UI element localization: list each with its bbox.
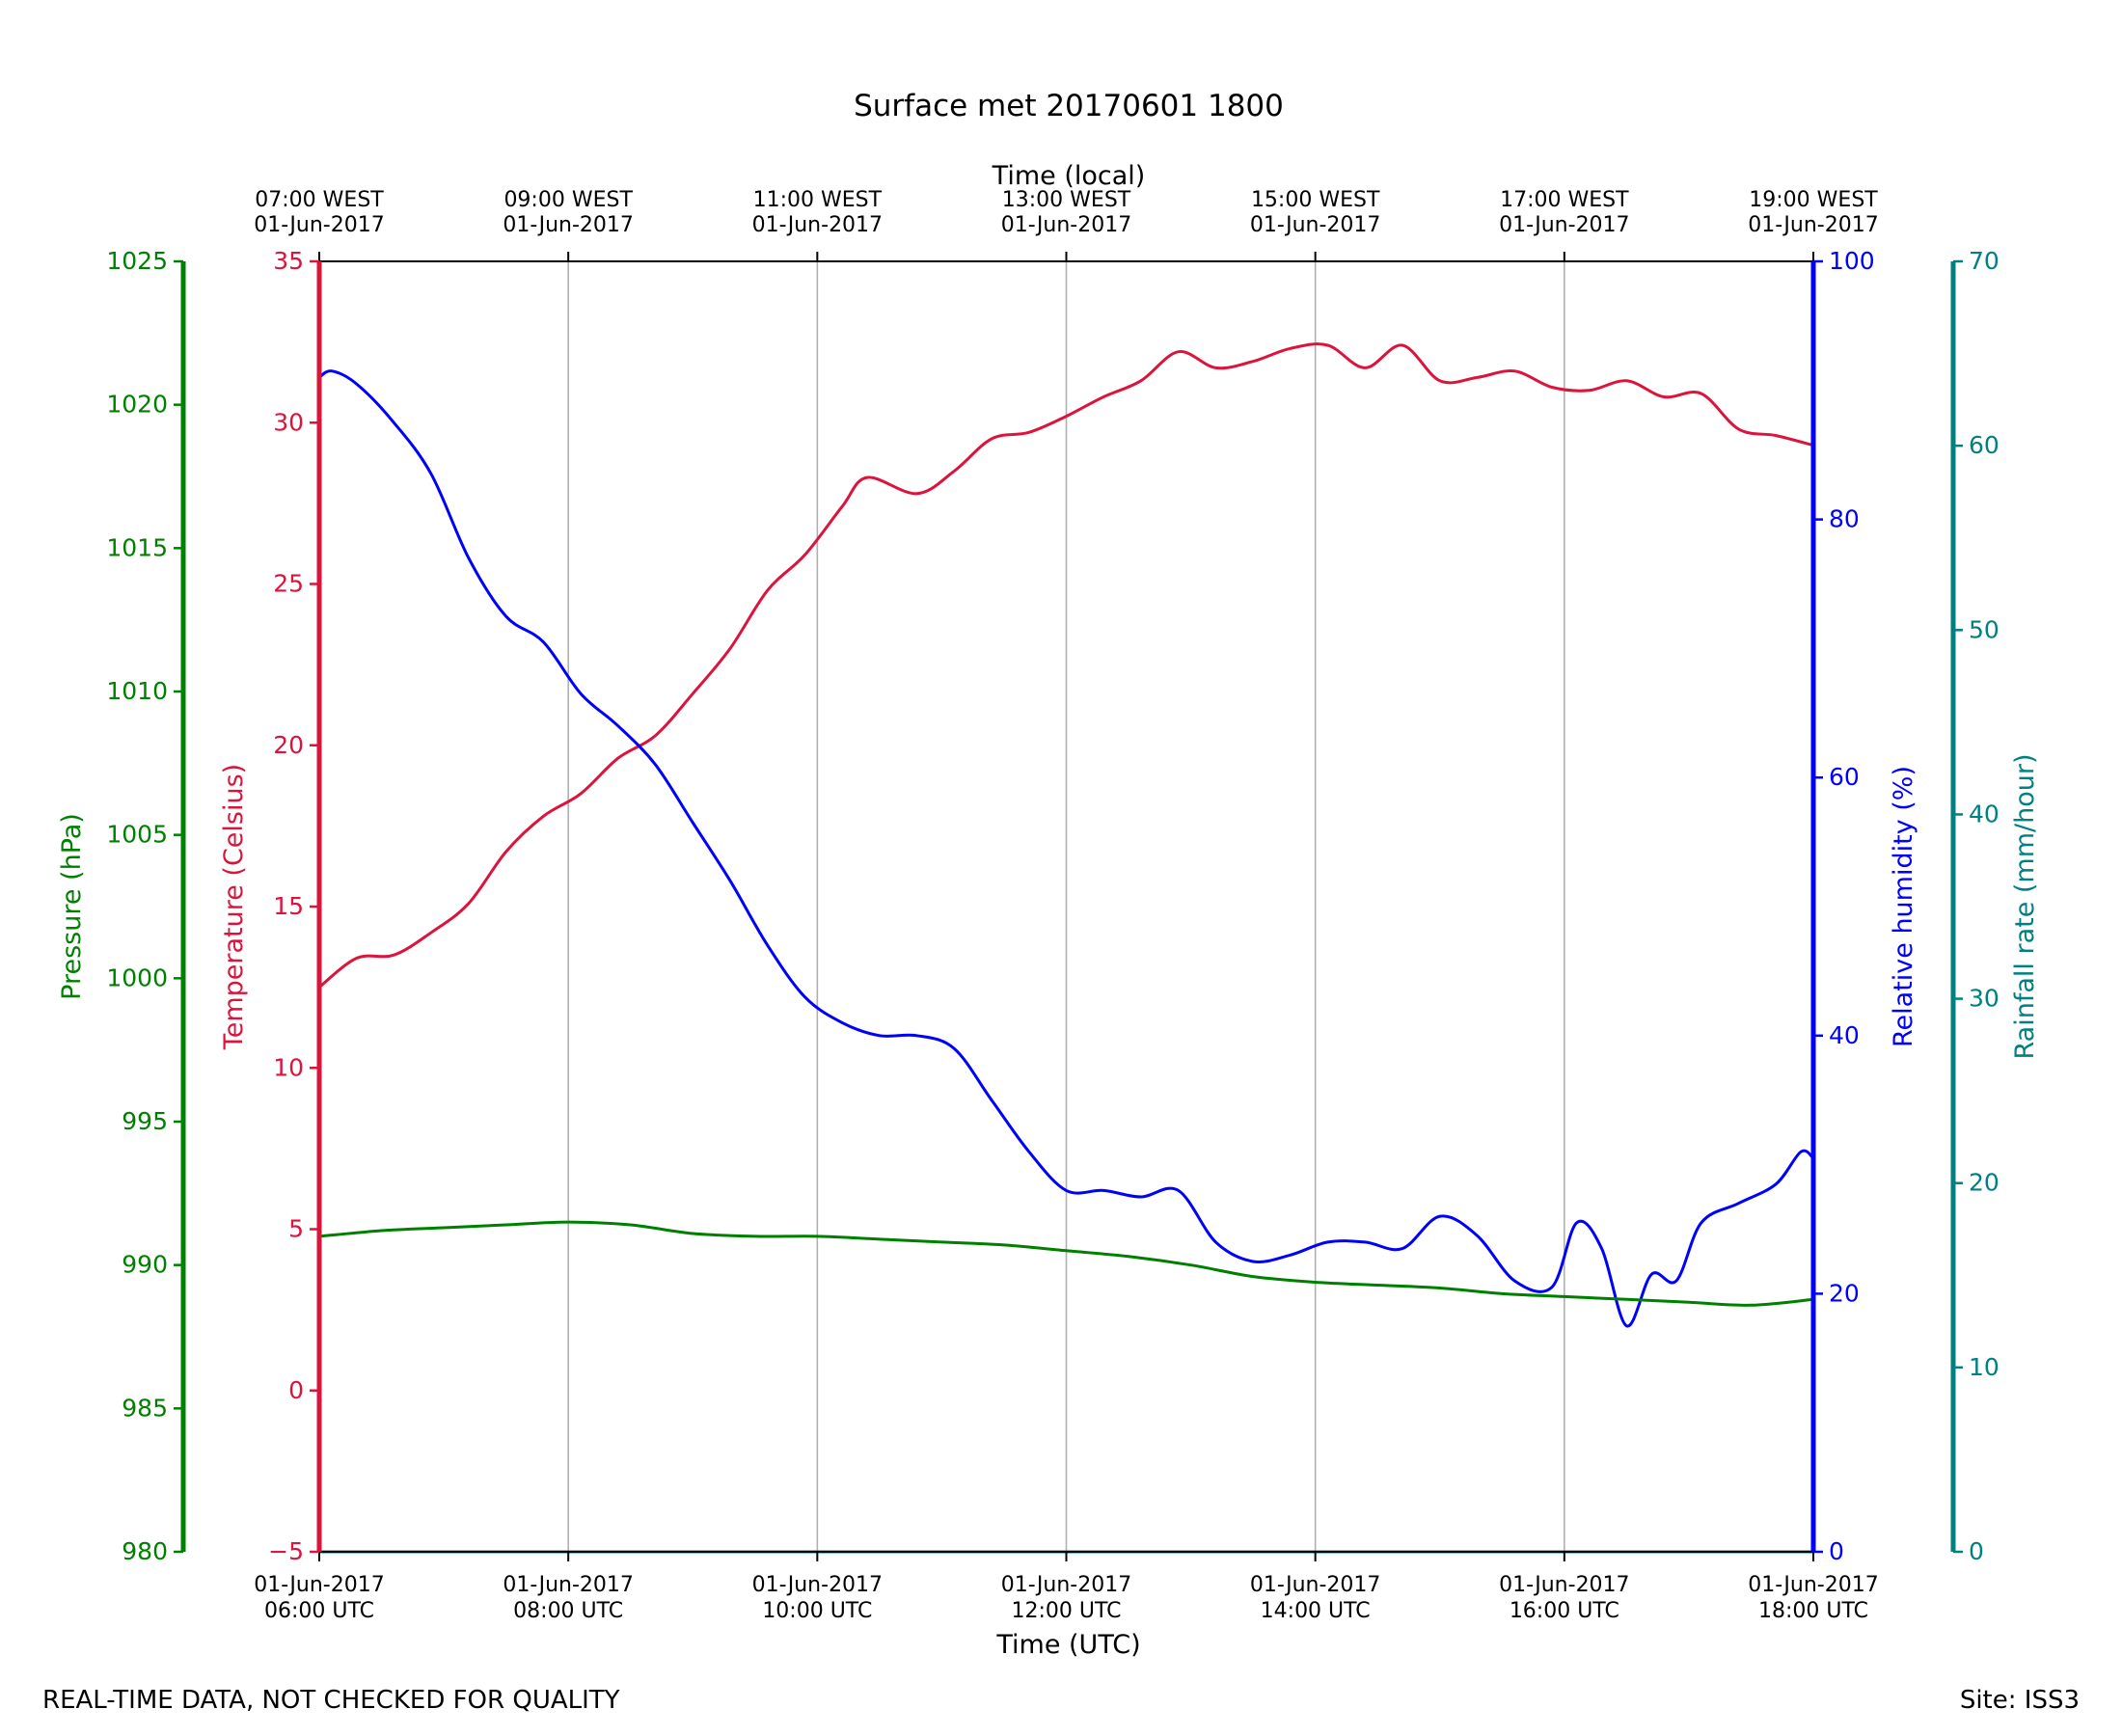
- x2-tick-label: 13:00 WEST: [1002, 188, 1131, 212]
- x2-tick-label: 07:00 WEST: [255, 188, 384, 212]
- pressure-axis-tick-label: 1015: [106, 533, 168, 561]
- rainfall-axis-tick-label: 70: [1969, 247, 2000, 275]
- x2-tick-label: 01-Jun-2017: [1748, 213, 1878, 237]
- x2-tick-label: 15:00 WEST: [1251, 188, 1380, 212]
- temperature-axis-tick-label: 30: [273, 408, 304, 436]
- humidity-axis-tick-label: 60: [1829, 763, 1860, 791]
- x2-tick-label: 01-Jun-2017: [1499, 213, 1629, 237]
- quality-disclaimer: REAL-TIME DATA, NOT CHECKED FOR QUALITY: [42, 1686, 620, 1715]
- x2-tick-label: 01-Jun-2017: [1250, 213, 1380, 237]
- temperature-line: [318, 342, 1814, 989]
- rainfall-axis-tick-label: 60: [1969, 431, 2000, 459]
- pressure-axis-tick-label: 1000: [106, 963, 168, 991]
- x-tick-label: 12:00 UTC: [1011, 1599, 1121, 1623]
- x2-tick-label: 01-Jun-2017: [503, 213, 633, 237]
- temperature-axis-tick-label: 25: [273, 570, 304, 598]
- x2-tick-label: 01-Jun-2017: [1001, 213, 1131, 237]
- pressure-axis-tick-label: 990: [122, 1251, 168, 1279]
- temperature-axis-tick-label: 0: [288, 1376, 304, 1404]
- x2-tick-label: 17:00 WEST: [1500, 188, 1629, 212]
- rainfall-axis-tick-label: 30: [1969, 985, 2000, 1013]
- humidity-axis-tick-label: 100: [1829, 247, 1875, 275]
- x-tick-label: 01-Jun-2017: [1001, 1573, 1131, 1597]
- humidity-axis-tick-label: 40: [1829, 1021, 1860, 1049]
- x-tick-label: 16:00 UTC: [1510, 1599, 1619, 1623]
- pressure-axis-tick-label: 1025: [106, 247, 168, 275]
- x2-tick-label: 01-Jun-2017: [254, 213, 384, 237]
- pressure-axis-tick-label: 995: [122, 1107, 168, 1135]
- pressure-axis-tick-label: 1010: [106, 677, 168, 705]
- x-tick-label: 01-Jun-2017: [752, 1573, 883, 1597]
- x2-tick-label: 01-Jun-2017: [752, 213, 883, 237]
- humidity-axis-tick-label: 0: [1829, 1537, 1844, 1565]
- temperature-axis-label: Temperature (Celsius): [219, 764, 249, 1050]
- pressure-axis-tick-label: 985: [122, 1394, 168, 1422]
- grid-lines: [567, 261, 1565, 1552]
- utc-time-axis-label: Time (UTC): [995, 1630, 1140, 1660]
- x-tick-label: 01-Jun-2017: [503, 1573, 633, 1597]
- x-tick-label: 18:00 UTC: [1758, 1599, 1868, 1623]
- rainfall-axis-tick-label: 10: [1969, 1353, 2000, 1381]
- x-tick-label: 14:00 UTC: [1261, 1599, 1371, 1623]
- temperature-axis-tick-label: 35: [273, 247, 304, 275]
- temperature-axis-tick-label: 10: [273, 1053, 304, 1081]
- rainfall-axis-tick-label: 50: [1969, 615, 2000, 643]
- x-tick-label: 08:00 UTC: [513, 1599, 623, 1623]
- humidity-axis-tick-label: 80: [1829, 505, 1860, 533]
- pressure-axis-tick-label: 1020: [106, 391, 168, 419]
- x2-tick-label: 09:00 WEST: [503, 188, 633, 212]
- pressure-axis-tick-label: 980: [122, 1537, 168, 1565]
- humidity-line: [318, 369, 1814, 1328]
- pressure-axis-tick-label: 1005: [106, 821, 168, 849]
- pressure-line: [318, 1220, 1814, 1307]
- humidity-axis-label: Relative humidity (%): [1889, 766, 1918, 1047]
- rainfall-axis-tick-label: 0: [1969, 1537, 1984, 1565]
- site-label: Site: ISS3: [1959, 1686, 2080, 1715]
- humidity-axis-tick-label: 20: [1829, 1279, 1860, 1307]
- x-tick-label: 01-Jun-2017: [1748, 1573, 1878, 1597]
- temperature-axis-tick-label: 15: [273, 892, 304, 920]
- rainfall-axis-tick-label: 40: [1969, 800, 2000, 827]
- x2-tick-label: 11:00 WEST: [753, 188, 883, 212]
- x-tick-label: 01-Jun-2017: [1499, 1573, 1629, 1597]
- local-time-axis-label: Time (local): [992, 161, 1146, 191]
- x2-tick-label: 19:00 WEST: [1749, 188, 1878, 212]
- pressure-axis-label: Pressure (hPa): [57, 813, 87, 1000]
- rainfall-axis-label: Rainfall rate (mm/hour): [2010, 754, 2040, 1060]
- x-tick-label: 01-Jun-2017: [254, 1573, 384, 1597]
- temperature-axis-tick-label: 20: [273, 731, 304, 759]
- chart-title: Surface met 20170601 1800: [854, 89, 1284, 123]
- x-tick-label: 10:00 UTC: [762, 1599, 872, 1623]
- x-tick-label: 06:00 UTC: [264, 1599, 374, 1623]
- temperature-axis-tick-label: 5: [288, 1215, 304, 1243]
- x-tick-label: 01-Jun-2017: [1250, 1573, 1380, 1597]
- rainfall-axis-tick-label: 20: [1969, 1169, 2000, 1197]
- temperature-axis-tick-label: −5: [268, 1537, 304, 1565]
